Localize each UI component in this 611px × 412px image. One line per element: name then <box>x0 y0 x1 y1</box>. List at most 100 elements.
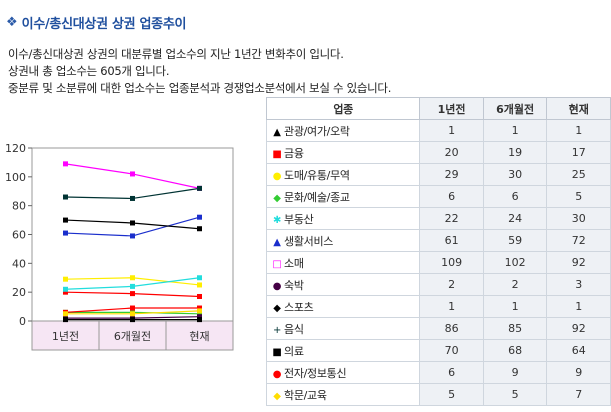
category-name: 금융 <box>284 146 304 160</box>
series-marker-icon: + <box>272 324 282 336</box>
data-point <box>197 185 202 191</box>
count-1year-cell: 2 <box>419 273 484 296</box>
data-point <box>197 308 202 314</box>
series-marker-icon: ✱ <box>272 214 282 226</box>
data-point <box>63 286 68 292</box>
count-6month-cell: 1 <box>482 295 548 318</box>
data-point <box>197 305 202 311</box>
count-6month-cell: 5 <box>482 383 548 406</box>
data-point <box>197 314 202 320</box>
category-axis-band <box>31 320 234 351</box>
data-point <box>130 311 135 317</box>
table-row: ● 전자/정보통신 6 9 9 <box>265 361 611 384</box>
data-point <box>197 317 202 323</box>
table-row: ◆ 학문/교육 5 5 7 <box>265 383 611 406</box>
y-tick-label: 100 <box>5 171 26 184</box>
category-cell: ● 숙박 <box>265 273 421 296</box>
x-category-label: 6개월전 <box>114 330 151 343</box>
page-title: 이수/총신대상권 상권 업종추이 <box>21 16 187 32</box>
data-point <box>130 305 135 311</box>
category-name: 관광/여가/오락 <box>284 124 350 138</box>
category-name: 전자/정보통신 <box>284 366 347 380</box>
table-header-row: 업종 1년전 6개월전 현재 <box>265 97 611 120</box>
trend-line-chart: 0 20 40 60 80 100 120 1년전 6개월전 현재 <box>5 142 234 351</box>
data-point <box>197 214 202 220</box>
category-cell: ● 전자/정보통신 <box>265 361 421 384</box>
count-1year-cell: 61 <box>419 229 484 252</box>
count-6month-cell: 102 <box>482 251 548 274</box>
category-name: 학문/교육 <box>284 388 327 402</box>
description-line: 중분류 및 소분류에 대한 업소수는 업종분석과 경쟁업소분석에서 보실 수 있… <box>8 81 392 95</box>
count-6month-cell: 30 <box>482 163 548 186</box>
series-marker-icon: ■ <box>272 346 282 358</box>
page-header: ❖ 이수/총신대상권 상권 업종추이 <box>6 12 186 32</box>
count-current-cell: 3 <box>546 273 611 296</box>
category-name: 의료 <box>284 344 304 358</box>
data-point <box>63 217 68 223</box>
category-name: 문화/예술/종교 <box>284 190 350 204</box>
series-marker-icon: □ <box>272 258 282 270</box>
count-6month-cell: 68 <box>482 339 548 362</box>
table-row: ▲ 생활서비스 61 59 72 <box>265 229 611 252</box>
category-cell: ▲ 생활서비스 <box>265 229 421 252</box>
table-row: + 음식 86 85 92 <box>265 317 611 340</box>
category-name: 스포츠 <box>284 300 314 314</box>
category-cell: ▲ 관광/여가/오락 <box>265 119 421 142</box>
count-current-cell: 7 <box>546 383 611 406</box>
category-name: 소매 <box>284 256 304 270</box>
x-category-label: 현재 <box>189 330 209 343</box>
table-row: ● 도매/유통/무역 29 30 25 <box>265 163 611 186</box>
series-marker-icon: ● <box>272 368 282 380</box>
data-point <box>197 311 202 317</box>
category-cell: □ 소매 <box>265 251 421 274</box>
count-1year-cell: 86 <box>419 317 484 340</box>
category-cell: ■ 의료 <box>265 339 421 362</box>
series-marker-icon: ▲ <box>273 236 281 248</box>
count-1year-cell: 6 <box>419 361 484 384</box>
count-1year-cell: 6 <box>419 185 484 208</box>
category-name: 음식 <box>284 322 304 336</box>
col-header-1year: 1년전 <box>419 97 484 120</box>
count-1year-cell: 70 <box>419 339 484 362</box>
count-current-cell: 64 <box>546 339 611 362</box>
data-point <box>130 275 135 281</box>
count-1year-cell: 20 <box>419 141 484 164</box>
y-tick-label: 80 <box>12 200 26 213</box>
category-cell: ◆ 스포츠 <box>265 295 421 318</box>
count-current-cell: 30 <box>546 207 611 230</box>
col-header-6month: 6개월전 <box>482 97 548 120</box>
count-6month-cell: 9 <box>482 361 548 384</box>
table-row: ▲ 관광/여가/오락 1 1 1 <box>265 119 611 142</box>
data-point <box>130 283 135 289</box>
count-1year-cell: 29 <box>419 163 484 186</box>
count-current-cell: 25 <box>546 163 611 186</box>
count-current-cell: 9 <box>546 361 611 384</box>
count-current-cell: 72 <box>546 229 611 252</box>
series-marker-icon: ◆ <box>273 390 281 402</box>
data-point <box>63 276 68 282</box>
category-cell: + 음식 <box>265 317 421 340</box>
count-1year-cell: 5 <box>419 383 484 406</box>
category-name: 도매/유통/무역 <box>284 168 350 182</box>
category-name: 부동산 <box>284 212 314 226</box>
count-6month-cell: 6 <box>482 185 548 208</box>
series-marker-icon: ● <box>272 280 282 292</box>
count-1year-cell: 1 <box>419 295 484 318</box>
series-marker-icon: ◆ <box>273 302 281 314</box>
series-marker-icon: ● <box>272 170 282 182</box>
data-point <box>63 230 68 236</box>
count-current-cell: 5 <box>546 185 611 208</box>
data-point <box>130 317 135 323</box>
category-name: 생활서비스 <box>284 234 334 248</box>
count-1year-cell: 109 <box>419 251 484 274</box>
data-point <box>130 171 135 177</box>
data-point <box>130 220 135 226</box>
x-category-label: 1년전 <box>52 330 79 343</box>
category-cell: ◆ 문화/예술/종교 <box>265 185 421 208</box>
table-row: ◆ 스포츠 1 1 1 <box>265 295 611 318</box>
count-6month-cell: 59 <box>482 229 548 252</box>
table-row: ■ 금융 20 19 17 <box>265 141 611 164</box>
count-6month-cell: 85 <box>482 317 548 340</box>
count-6month-cell: 19 <box>482 141 548 164</box>
table-row: ■ 의료 70 68 64 <box>265 339 611 362</box>
